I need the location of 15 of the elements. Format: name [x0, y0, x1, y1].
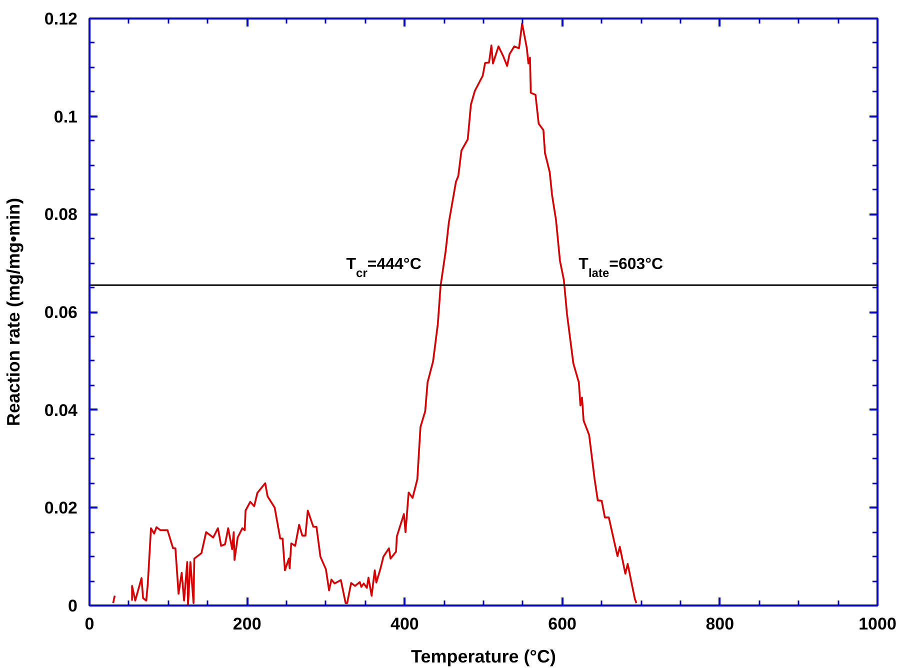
y-tick-label: 0.04	[44, 400, 78, 420]
y-tick-label: 0.02	[44, 498, 78, 518]
x-tick-label: 400	[390, 614, 419, 634]
y-tick-label: 0	[68, 596, 78, 616]
x-tick-label: 600	[548, 614, 576, 634]
y-tick-label: 0.08	[44, 205, 78, 224]
y-tick-label: 0.12	[44, 10, 78, 28]
x-axis-title: Temperature (°C)	[411, 646, 556, 666]
x-tick-label: 800	[706, 614, 734, 634]
y-axis-title: Reaction rate (mg/mg•min)	[3, 198, 24, 426]
x-tick-label: 200	[232, 614, 262, 634]
x-tick-label: 0	[84, 614, 94, 634]
y-tick-label: 0.06	[44, 303, 78, 322]
x-tick-label: 1000	[858, 614, 896, 634]
y-tick-label: 0.1	[54, 107, 78, 126]
